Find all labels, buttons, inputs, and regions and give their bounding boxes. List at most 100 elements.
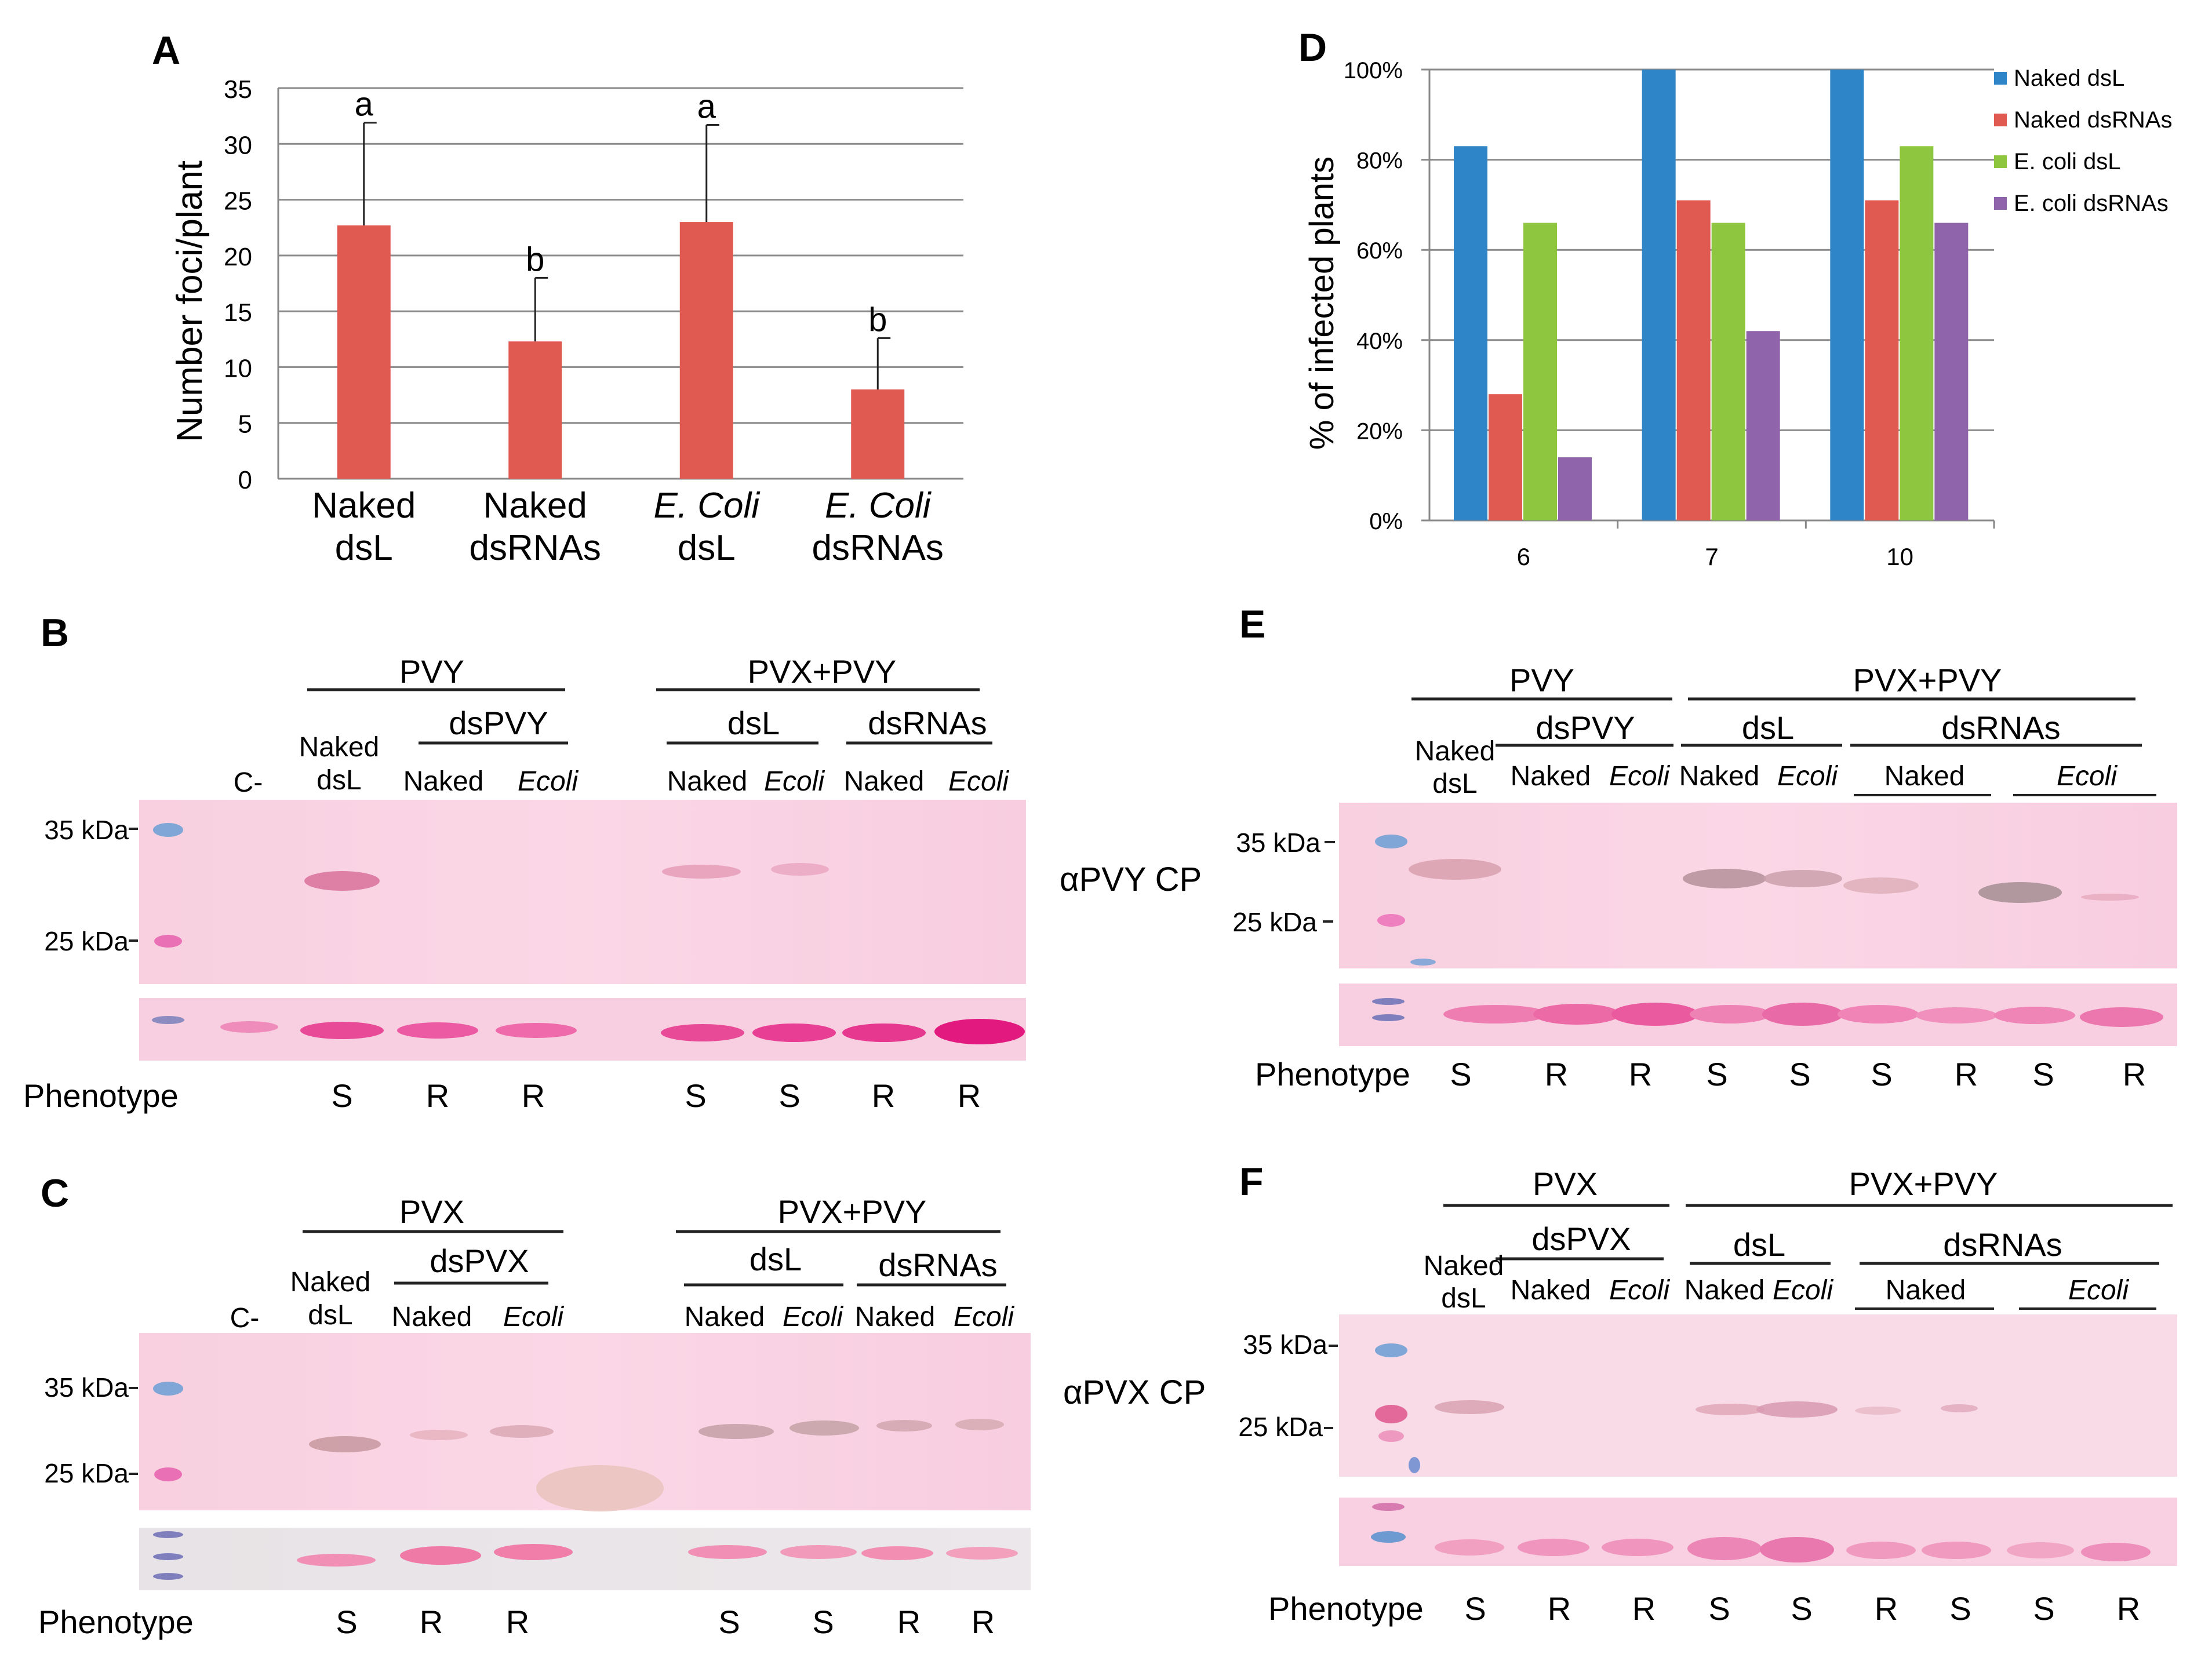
panel-c-lane-3: Naked <box>685 1302 765 1332</box>
panel-f-lane-6: Ecoli <box>2068 1275 2129 1306</box>
panel-d-y-tick-label: 0% <box>1369 509 1403 534</box>
panel-f-phenotype-label: Phenotype <box>1268 1590 1424 1627</box>
phenotype-value: R <box>1875 1590 1898 1627</box>
panel-d-y-tick-label: 80% <box>1356 148 1403 174</box>
panel-d: D 0% 20% 40% 60% 80% 100% % of infected plant… <box>1298 26 2172 570</box>
phenotype-value: R <box>1629 1056 1652 1092</box>
panel-d-bar <box>1711 223 1745 520</box>
panel-c-sub-dsl: dsL <box>750 1241 802 1277</box>
panel-f-dsl: dsL <box>1441 1283 1486 1314</box>
phenotype-value: R <box>872 1077 895 1114</box>
panel-c-lane-6: Ecoli <box>954 1302 1014 1332</box>
panel-e-lane-4: Ecoli <box>1777 761 1838 792</box>
panel-e-naked: Naked <box>1415 736 1496 767</box>
panel-f-lane-5: Naked <box>1886 1275 1966 1306</box>
panel-d-legend-swatch <box>1994 114 2007 126</box>
panel-a-significance-letter: b <box>526 241 544 278</box>
phenotype-value: R <box>897 1604 921 1640</box>
panel-d-x-tick-label: 7 <box>1705 543 1718 570</box>
panel-a-category-line-1: E. Coli <box>825 486 932 526</box>
panel-e-marker-35: 35 kDa <box>1236 828 1320 858</box>
panel-a-y-tick-label: 25 <box>224 187 252 216</box>
panel-a-letter: A <box>152 28 180 72</box>
panel-b-lane-6: Ecoli <box>948 766 1009 797</box>
panel-c-dsl: dsL <box>308 1300 352 1331</box>
panel-b-marker-25: 25 kDa <box>44 926 129 956</box>
panel-c-group-pvx-pvy: PVX+PVY <box>778 1193 927 1230</box>
panel-b-letter: B <box>41 611 69 655</box>
panel-d-bar <box>1676 200 1711 520</box>
panel-e-blot-image <box>1339 803 2177 968</box>
panel-f-marker-25: 25 kDa <box>1238 1412 1323 1442</box>
panel-e-lane-1: Naked <box>1511 761 1591 792</box>
panel-b-naked: Naked <box>299 732 380 763</box>
panel-d-bar <box>1523 223 1557 520</box>
panel-f-marker-35: 35 kDa <box>1243 1329 1327 1360</box>
panel-c-lane-5: Naked <box>855 1302 936 1332</box>
panel-d-y-tick-label: 40% <box>1356 329 1403 354</box>
panel-d-bar <box>1454 146 1487 520</box>
phenotype-value: S <box>1706 1056 1727 1092</box>
phenotype-value: S <box>685 1077 706 1114</box>
panel-b: B PVY PVX+PVY dsPVY dsL dsRNAs C- Naked … <box>23 611 1026 1114</box>
panel-e-lane-2: Ecoli <box>1609 761 1670 792</box>
panel-a-y-ticks: 0 5 10 15 20 25 30 35 <box>224 75 252 494</box>
panel-a-bar <box>851 389 905 479</box>
panel-d-y-ticks: 0% 20% 40% 60% 80% 100% <box>1344 58 1403 534</box>
panel-a-category-line-2: dsRNAs <box>470 528 601 568</box>
panel-b-lane-1: Naked <box>403 766 484 797</box>
panel-d-bar <box>1865 200 1899 520</box>
phenotype-value: S <box>331 1077 352 1114</box>
phenotype-value: S <box>1708 1590 1730 1627</box>
panel-a-y-tick-label: 5 <box>238 410 252 439</box>
panel-c-lane-2: Ecoli <box>503 1302 564 1332</box>
phenotype-value: S <box>778 1077 800 1114</box>
panel-f-group-pvx-pvy: PVX+PVY <box>1849 1165 1998 1202</box>
panel-b-sub-dsl: dsL <box>727 705 780 741</box>
phenotype-value: S <box>1871 1056 1892 1092</box>
phenotype-value: S <box>2033 1590 2054 1627</box>
phenotype-value: S <box>1789 1056 1810 1092</box>
panel-b-group-pvy: PVY <box>399 653 464 690</box>
panel-b-sub-dspvy: dsPVY <box>449 705 548 741</box>
phenotype-value: R <box>426 1077 449 1114</box>
antibody-pvy-label: αPVY CP <box>1060 861 1202 898</box>
panel-b-group-pvx-pvy: PVX+PVY <box>748 653 897 690</box>
panel-f-sub-dsrnas: dsRNAs <box>1943 1226 2062 1263</box>
panel-b-lane-5: Naked <box>844 766 925 797</box>
panel-e-phenotype-label: Phenotype <box>1255 1056 1410 1092</box>
panel-d-bars <box>1454 70 1969 520</box>
panel-f-sub-dsl: dsL <box>1733 1226 1785 1263</box>
panel-d-legend-label: Naked dsRNAs <box>2014 107 2172 133</box>
panel-d-x-tick-label: 6 <box>1517 543 1530 570</box>
panel-d-y-tick-label: 100% <box>1344 58 1403 83</box>
panel-d-legend-swatch <box>1994 155 2007 168</box>
panel-a-y-tick-label: 15 <box>224 298 252 327</box>
panel-a-y-label: Number foci/plant <box>170 161 210 442</box>
panel-c-sub-dsrnas: dsRNAs <box>878 1247 997 1283</box>
panel-c-letter: C <box>41 1171 69 1215</box>
phenotype-value: S <box>336 1604 357 1640</box>
panel-e-group-pvx-pvy: PVX+PVY <box>1853 662 2002 698</box>
panel-f-lane-1: Naked <box>1511 1275 1591 1306</box>
panel-e-letter: E <box>1239 602 1265 646</box>
phenotype-value: R <box>958 1077 981 1114</box>
phenotype-value: R <box>2117 1590 2140 1627</box>
panel-e-lane-3: Naked <box>1679 761 1760 792</box>
panel-c-lane-4: Ecoli <box>783 1302 843 1332</box>
panel-d-legend-swatch <box>1994 72 2007 85</box>
phenotype-value: R <box>972 1604 995 1640</box>
phenotype-value: R <box>506 1604 529 1640</box>
panel-d-y-tick-label: 60% <box>1356 238 1403 264</box>
panel-c-lane-1: Naked <box>392 1302 472 1332</box>
phenotype-value: R <box>2123 1056 2146 1092</box>
panel-a-category-line-1: Naked <box>312 486 416 526</box>
panel-f-sub-dspvx: dsPVX <box>1531 1221 1631 1257</box>
panel-a-bar <box>679 222 733 479</box>
panel-d-bar <box>1558 457 1592 520</box>
panel-a-category-line-2: dsL <box>335 528 393 568</box>
